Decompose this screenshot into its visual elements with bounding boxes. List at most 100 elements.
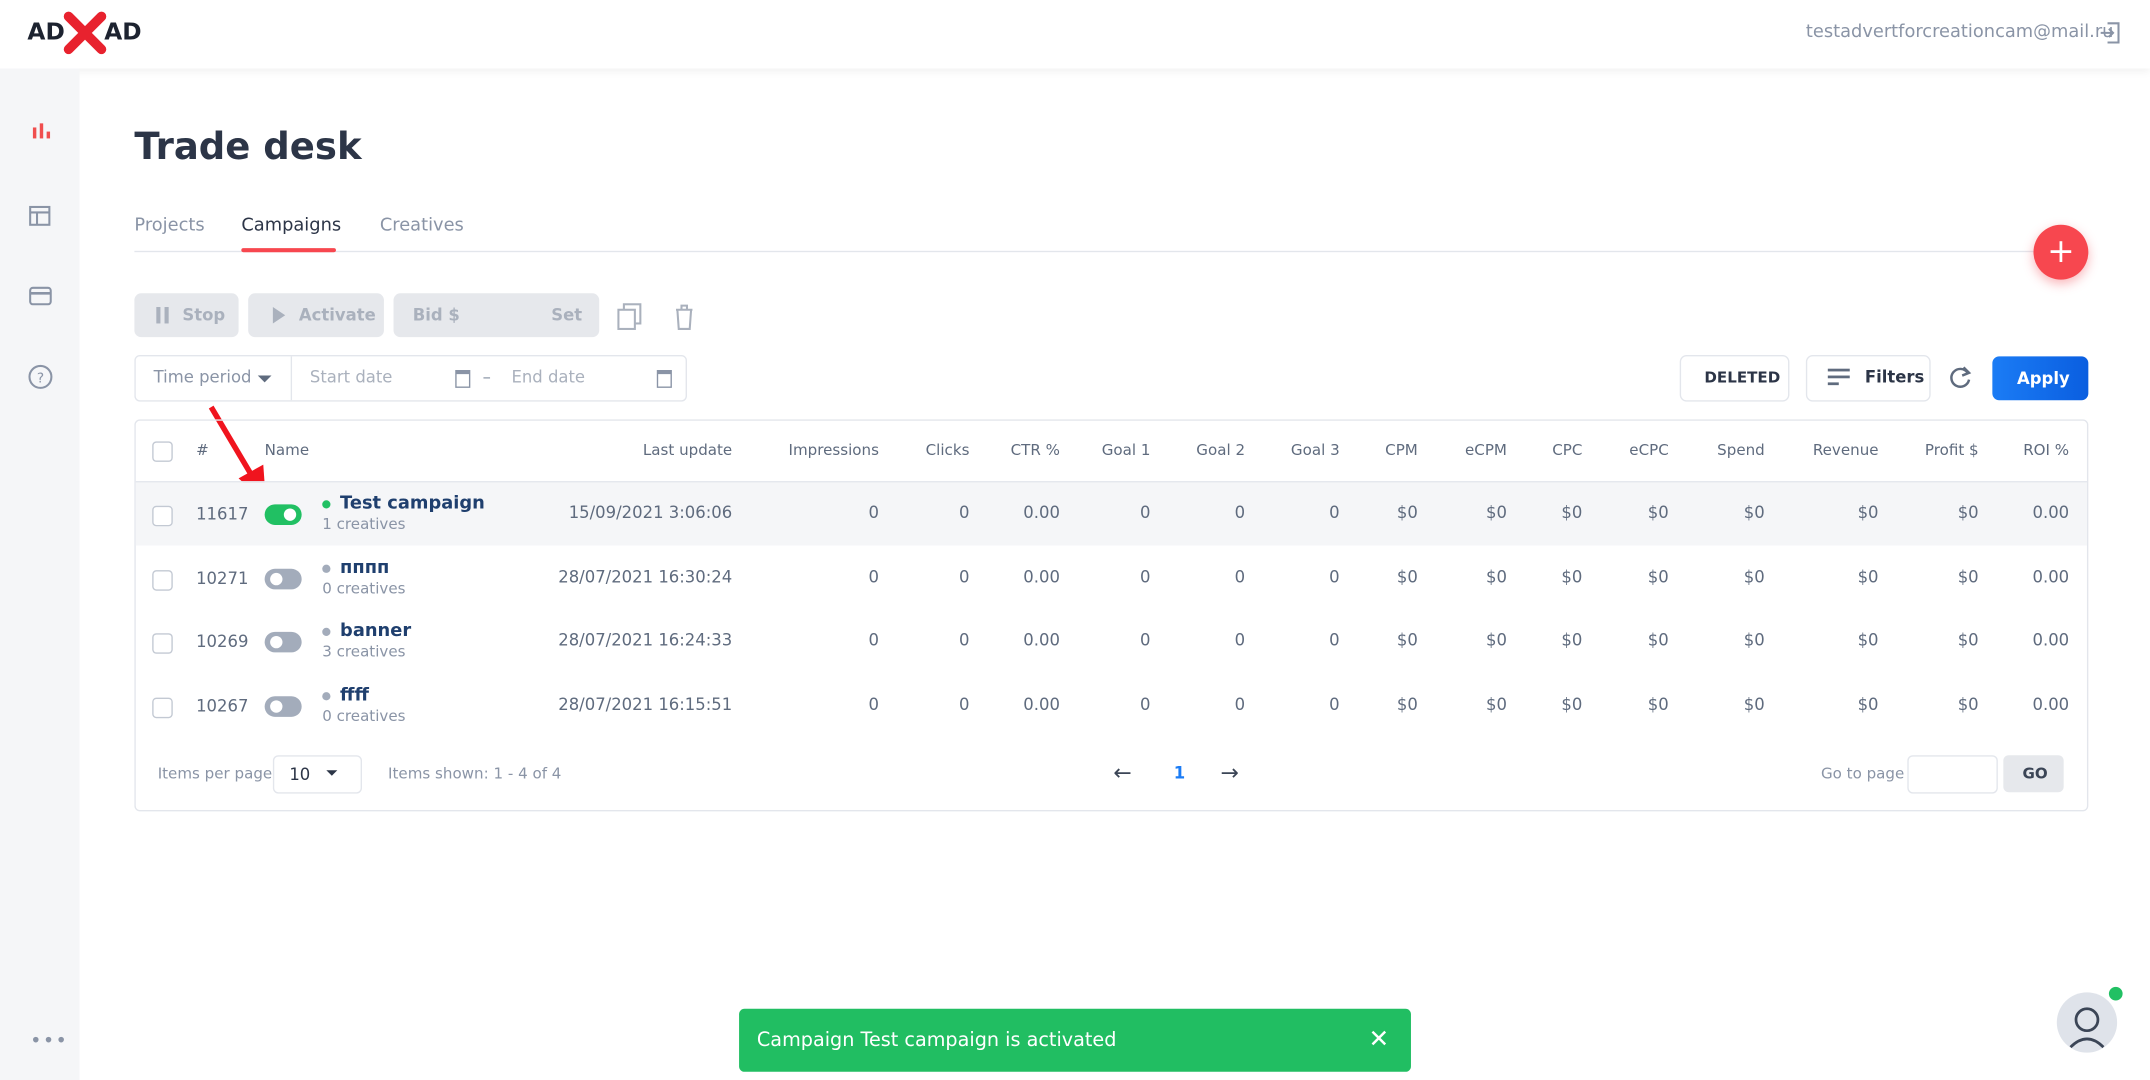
filters-button[interactable] bbox=[1805, 354, 1931, 402]
bid-field[interactable] bbox=[393, 293, 600, 338]
go-label: GO bbox=[2022, 764, 2048, 783]
checkbox[interactable] bbox=[152, 633, 173, 655]
items-per-page: Items per page bbox=[157, 764, 273, 783]
checkbox[interactable] bbox=[152, 569, 173, 591]
campaign-name[interactable]: banner bbox=[340, 621, 412, 642]
top-bar bbox=[0, 0, 2150, 69]
creatives-count: 3 creatives bbox=[322, 643, 406, 662]
cell: $0 bbox=[1957, 695, 1979, 715]
stop-button[interactable] bbox=[134, 293, 239, 338]
page-input[interactable] bbox=[1907, 755, 1998, 794]
logout-icon[interactable] bbox=[2098, 21, 2123, 46]
logo-left: AD bbox=[27, 19, 65, 47]
user-email: testadvertforcreationcam@mail.ru bbox=[1805, 21, 2114, 43]
column-header: eCPM bbox=[1465, 441, 1507, 460]
toggle-knob bbox=[270, 636, 283, 649]
sidebar bbox=[0, 68, 80, 1080]
status-dot bbox=[322, 564, 331, 573]
add-button[interactable]: + bbox=[2033, 224, 2089, 280]
cell: 0.00 bbox=[2032, 695, 2070, 715]
next-page[interactable]: → bbox=[1220, 759, 1239, 786]
time-period[interactable]: Time period bbox=[153, 367, 252, 387]
cell: $0 bbox=[1857, 631, 1879, 651]
cell: 0 bbox=[1329, 567, 1340, 587]
activate-button[interactable] bbox=[248, 293, 384, 338]
column-header: Revenue bbox=[1812, 441, 1879, 460]
cell: $0 bbox=[1485, 695, 1507, 715]
page-title: Trade desk bbox=[134, 126, 362, 169]
cell: 0.00 bbox=[2032, 567, 2070, 587]
apply-button[interactable] bbox=[1992, 356, 2089, 401]
column-header: CPM bbox=[1385, 441, 1418, 460]
tab[interactable]: Projects bbox=[134, 215, 205, 236]
cell: 0 bbox=[868, 503, 879, 523]
more-menu[interactable]: ••• bbox=[30, 1030, 69, 1053]
cell: $0 bbox=[1561, 631, 1583, 651]
end-date[interactable]: End date bbox=[511, 367, 586, 387]
toast-close[interactable]: ✕ bbox=[1368, 1025, 1390, 1054]
campaign-name[interactable]: Test campaign bbox=[340, 493, 485, 514]
last-update: 15/09/2021 3:06:06 bbox=[568, 503, 733, 523]
column-header: # bbox=[196, 441, 209, 460]
column-header: Profit $ bbox=[1924, 441, 1979, 460]
items-shown: Items shown: 1 - 4 of 4 bbox=[388, 764, 562, 783]
column-header: Goal 2 bbox=[1196, 441, 1246, 460]
play-icon bbox=[272, 307, 286, 324]
cell: 0.00 bbox=[2032, 503, 2070, 523]
per-page-value: 10 bbox=[289, 764, 311, 784]
tab[interactable]: Campaigns bbox=[241, 215, 342, 236]
toolbar-icons[interactable] bbox=[617, 302, 699, 332]
cell: $0 bbox=[1647, 503, 1669, 523]
cell: $0 bbox=[1396, 631, 1418, 651]
cell: 0 bbox=[1139, 631, 1151, 651]
cell: 0 bbox=[1329, 695, 1340, 715]
calendar-icon bbox=[656, 370, 672, 388]
last-update: 28/07/2021 16:24:33 bbox=[558, 631, 733, 651]
campaign-name[interactable]: ffff bbox=[340, 685, 369, 706]
caret bbox=[257, 375, 272, 383]
cell: 0 bbox=[1139, 695, 1151, 715]
cell: $0 bbox=[1957, 631, 1979, 651]
column-header: Name bbox=[264, 441, 310, 460]
tab[interactable]: Creatives bbox=[379, 215, 464, 236]
refresh-icon[interactable] bbox=[1947, 365, 1974, 392]
date-filter[interactable] bbox=[134, 354, 687, 402]
column-header: CTR % bbox=[1010, 441, 1060, 460]
toggle-knob bbox=[283, 508, 297, 521]
column-header: CPC bbox=[1552, 441, 1583, 460]
cell: $0 bbox=[1561, 695, 1583, 715]
toast-message: Campaign Test campaign is activated bbox=[756, 1029, 1117, 1052]
cell: $0 bbox=[1647, 695, 1669, 715]
cell: 0.00 bbox=[2032, 631, 2070, 651]
cell: 0 bbox=[1234, 567, 1246, 587]
campaign-name[interactable]: пппп bbox=[340, 557, 390, 578]
checkbox[interactable] bbox=[152, 505, 173, 527]
sidebar-icons[interactable]: ? bbox=[27, 121, 54, 409]
deleted-button[interactable] bbox=[1679, 354, 1790, 402]
creatives-count: 0 creatives bbox=[322, 707, 406, 726]
per-page-select[interactable] bbox=[272, 755, 362, 794]
cell: 0 bbox=[1234, 503, 1246, 523]
start-date[interactable]: Start date bbox=[309, 367, 393, 387]
cell: 0 bbox=[868, 631, 879, 651]
column-header: ROI % bbox=[2023, 441, 2070, 460]
checkbox[interactable] bbox=[152, 697, 173, 719]
checkbox[interactable] bbox=[152, 441, 173, 462]
cell: $0 bbox=[1857, 503, 1879, 523]
cell: $0 bbox=[1957, 503, 1979, 523]
cell: $0 bbox=[1647, 631, 1669, 651]
last-update: 28/07/2021 16:30:24 bbox=[558, 567, 733, 587]
cell: $0 bbox=[1743, 503, 1765, 523]
apply-label: Apply bbox=[2017, 368, 2070, 388]
status-dot bbox=[322, 628, 331, 637]
deleted-label: DELETED bbox=[1704, 368, 1781, 387]
cell: 0 bbox=[958, 695, 970, 715]
current-page[interactable]: 1 bbox=[1173, 763, 1186, 783]
cell: $0 bbox=[1743, 567, 1765, 587]
column-header: Spend bbox=[1717, 441, 1765, 460]
support-avatar[interactable] bbox=[2054, 984, 2125, 1055]
go-button[interactable] bbox=[2003, 755, 2064, 793]
creatives-count: 0 creatives bbox=[322, 579, 406, 598]
filters-label: Filters bbox=[1864, 367, 1925, 387]
prev-page[interactable]: ← bbox=[1113, 759, 1132, 786]
